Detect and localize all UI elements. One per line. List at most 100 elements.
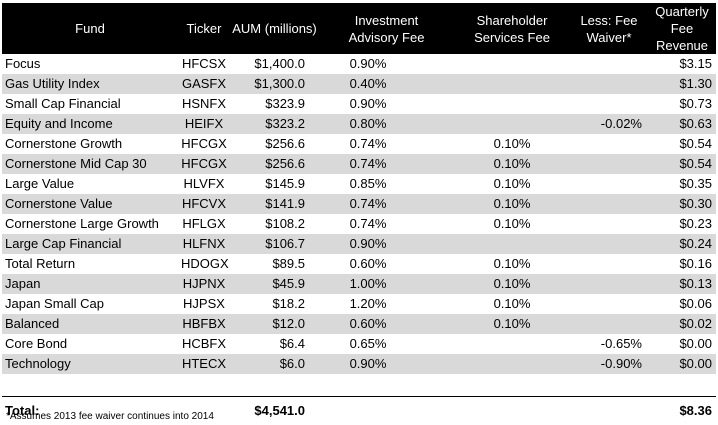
aum-cell: $12.0 [230, 314, 319, 334]
table-row: Focus HFCSX $1,400.0 0.90% $3.15 [2, 54, 716, 74]
fund-cell: Balanced [2, 314, 178, 334]
aum-cell: $1,300.0 [230, 74, 319, 94]
shareholder-services-fee-cell [454, 334, 570, 354]
fee-waiver-cell [570, 94, 648, 114]
ticker-cell: HDOGX [181, 256, 229, 271]
header-fw-line1: Less: Fee [580, 12, 638, 28]
fee-waiver-cell [570, 134, 648, 154]
quarterly-fee-revenue-cell: $0.73 [679, 96, 712, 111]
header-fw-line2: Waiver* [586, 29, 632, 45]
header-qfr-line1: Quarterly Fee [655, 4, 709, 36]
total-label: Total: [5, 403, 40, 418]
header-shareholder-services-fee: Shareholder Services Fee [454, 3, 570, 54]
table-row: Japan HJPNX $45.9 1.00% 0.10% $0.13 [2, 274, 716, 294]
fee-waiver-cell [570, 314, 648, 334]
aum-cell: $145.9 [265, 176, 305, 191]
ticker-cell: HBFBX [178, 314, 230, 334]
quarterly-fee-revenue-cell: $0.30 [648, 194, 716, 214]
ticker-cell: HFCVX [178, 194, 230, 214]
quarterly-fee-revenue-cell: $0.00 [648, 354, 716, 374]
shareholder-services-fee-cell: 0.10% [493, 176, 531, 191]
investment-advisory-fee-cell: 1.00% [319, 274, 454, 294]
total-ssf-cell [454, 397, 570, 425]
table-row: Cornerstone Mid Cap 30 HFCGX $256.6 0.74% 0.… [2, 154, 716, 174]
aum-cell: $1,400.0 [254, 56, 305, 71]
ticker-cell: HLVFX [183, 176, 225, 191]
fund-cell: Cornerstone Growth [5, 136, 123, 151]
shareholder-services-fee-cell [454, 94, 570, 114]
fee-waiver-cell [570, 54, 648, 74]
fee-waiver-cell: -0.90% [570, 354, 648, 374]
investment-advisory-fee-cell: 0.80% [319, 114, 454, 134]
fee-waiver-cell [570, 214, 648, 234]
aum-cell: $323.2 [230, 114, 319, 134]
total-aum: $4,541.0 [254, 403, 305, 418]
total-quarterly-fee-revenue: $8.36 [679, 403, 712, 418]
shareholder-services-fee-cell [454, 354, 570, 374]
fund-cell: Cornerstone Mid Cap 30 [2, 154, 178, 174]
investment-advisory-fee-cell: 0.60% [349, 256, 387, 271]
shareholder-services-fee-cell: 0.10% [493, 296, 531, 311]
header-ticker: Ticker [186, 21, 222, 36]
quarterly-fee-revenue-cell: $1.30 [648, 74, 716, 94]
ticker-cell: HJPNX [178, 274, 230, 294]
total-fw-cell [570, 397, 648, 425]
fund-cell: Large Cap Financial [2, 234, 178, 254]
table-row: Technology HTECX $6.0 0.90% -0.90% $0.00 [2, 354, 716, 374]
shareholder-services-fee-cell [454, 114, 570, 134]
investment-advisory-fee-cell: 0.74% [319, 194, 454, 214]
fee-waiver-cell [570, 254, 648, 274]
shareholder-services-fee-cell [454, 54, 570, 74]
quarterly-fee-revenue-cell: $0.16 [679, 256, 712, 271]
aum-cell: $141.9 [230, 194, 319, 214]
ticker-cell: HFCGX [178, 154, 230, 174]
table-row: Large Cap Financial HLFNX $106.7 0.90% $0.24 [2, 234, 716, 254]
quarterly-fee-revenue-cell: $0.63 [648, 114, 716, 134]
header-investment-advisory-fee: Investment Advisory Fee [319, 3, 454, 54]
quarterly-fee-revenue-cell: $0.35 [679, 176, 712, 191]
investment-advisory-fee-cell: 0.90% [319, 234, 454, 254]
table-row: Japan Small Cap HJPSX $18.2 1.20% 0.10% $0.06 [2, 294, 716, 314]
aum-cell: $256.6 [265, 136, 305, 151]
fee-waiver-cell: -0.02% [570, 114, 648, 134]
ticker-cell: GASFX [178, 74, 230, 94]
table-row: Small Cap Financial HSNFX $323.9 0.90% $0.73 [2, 94, 716, 114]
table-header: Fund Ticker AUM (millions) Investment Ad… [2, 3, 716, 54]
quarterly-fee-revenue-cell: $3.15 [679, 56, 712, 71]
fund-cell: Japan [2, 274, 178, 294]
footnote: *Assumes 2013 fee waiver continues into … [6, 411, 214, 422]
fee-waiver-cell [570, 74, 648, 94]
fee-waiver-cell [570, 194, 648, 214]
aum-cell: $6.0 [230, 354, 319, 374]
fee-revenue-table: Fund Ticker AUM (millions) Investment Ad… [2, 3, 716, 425]
header-iaf-line1: Investment [354, 12, 419, 28]
total-iaf-cell [319, 397, 454, 425]
ticker-cell: HSNFX [181, 96, 227, 111]
table-row: Gas Utility Index GASFX $1,300.0 0.40% $1.30 [2, 74, 716, 94]
quarterly-fee-revenue-cell: $0.24 [648, 234, 716, 254]
spacer-row [2, 374, 716, 397]
aum-cell: $6.4 [279, 336, 305, 351]
shareholder-services-fee-cell: 0.10% [454, 314, 570, 334]
fund-cell: Japan Small Cap [5, 296, 104, 311]
aum-cell: $45.9 [230, 274, 319, 294]
fee-waiver-cell [570, 274, 648, 294]
fund-cell: Large Value [5, 176, 75, 191]
investment-advisory-fee-cell: 0.90% [349, 56, 387, 71]
fund-cell: Technology [2, 354, 178, 374]
fund-cell: Total Return [5, 256, 76, 271]
ticker-cell: HFCGX [181, 136, 227, 151]
fund-cell: Equity and Income [2, 114, 178, 134]
quarterly-fee-revenue-cell: $0.00 [679, 336, 712, 351]
shareholder-services-fee-cell: 0.10% [493, 256, 531, 271]
fee-waiver-cell [570, 154, 648, 174]
fee-waiver-cell [570, 174, 648, 194]
fee-waiver-cell [570, 234, 648, 254]
header-fund: Fund [75, 21, 105, 36]
shareholder-services-fee-cell [454, 234, 570, 254]
shareholder-services-fee-cell [454, 74, 570, 94]
quarterly-fee-revenue-cell: $0.13 [648, 274, 716, 294]
aum-cell: $89.5 [272, 256, 305, 271]
fee-waiver-cell [570, 294, 648, 314]
investment-advisory-fee-cell: 0.74% [349, 136, 387, 151]
